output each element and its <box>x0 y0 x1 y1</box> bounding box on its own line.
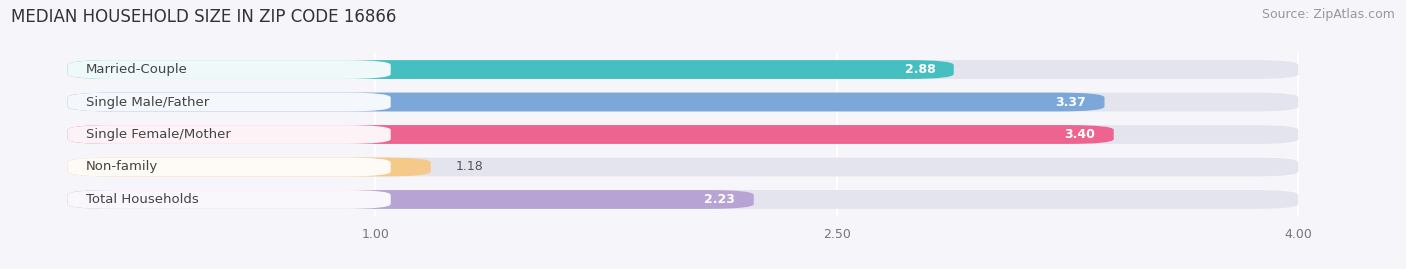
Text: Total Households: Total Households <box>86 193 198 206</box>
FancyBboxPatch shape <box>67 60 391 79</box>
FancyBboxPatch shape <box>67 125 391 144</box>
FancyBboxPatch shape <box>67 158 1298 176</box>
Text: Single Female/Mother: Single Female/Mother <box>86 128 231 141</box>
Text: 2.88: 2.88 <box>904 63 935 76</box>
Text: 1.18: 1.18 <box>456 161 484 174</box>
FancyBboxPatch shape <box>67 93 1105 111</box>
FancyBboxPatch shape <box>67 190 754 209</box>
Text: MEDIAN HOUSEHOLD SIZE IN ZIP CODE 16866: MEDIAN HOUSEHOLD SIZE IN ZIP CODE 16866 <box>11 8 396 26</box>
FancyBboxPatch shape <box>67 158 391 176</box>
Text: Source: ZipAtlas.com: Source: ZipAtlas.com <box>1261 8 1395 21</box>
FancyBboxPatch shape <box>67 60 953 79</box>
FancyBboxPatch shape <box>67 60 1298 79</box>
FancyBboxPatch shape <box>67 125 1114 144</box>
FancyBboxPatch shape <box>67 125 1298 144</box>
Text: Non-family: Non-family <box>86 161 159 174</box>
Text: Single Male/Father: Single Male/Father <box>86 95 209 108</box>
FancyBboxPatch shape <box>67 158 430 176</box>
FancyBboxPatch shape <box>67 190 391 209</box>
Text: 3.37: 3.37 <box>1056 95 1085 108</box>
Text: 3.40: 3.40 <box>1064 128 1095 141</box>
FancyBboxPatch shape <box>67 190 1298 209</box>
FancyBboxPatch shape <box>67 93 391 111</box>
FancyBboxPatch shape <box>67 93 1298 111</box>
Text: Married-Couple: Married-Couple <box>86 63 188 76</box>
Text: 2.23: 2.23 <box>704 193 735 206</box>
